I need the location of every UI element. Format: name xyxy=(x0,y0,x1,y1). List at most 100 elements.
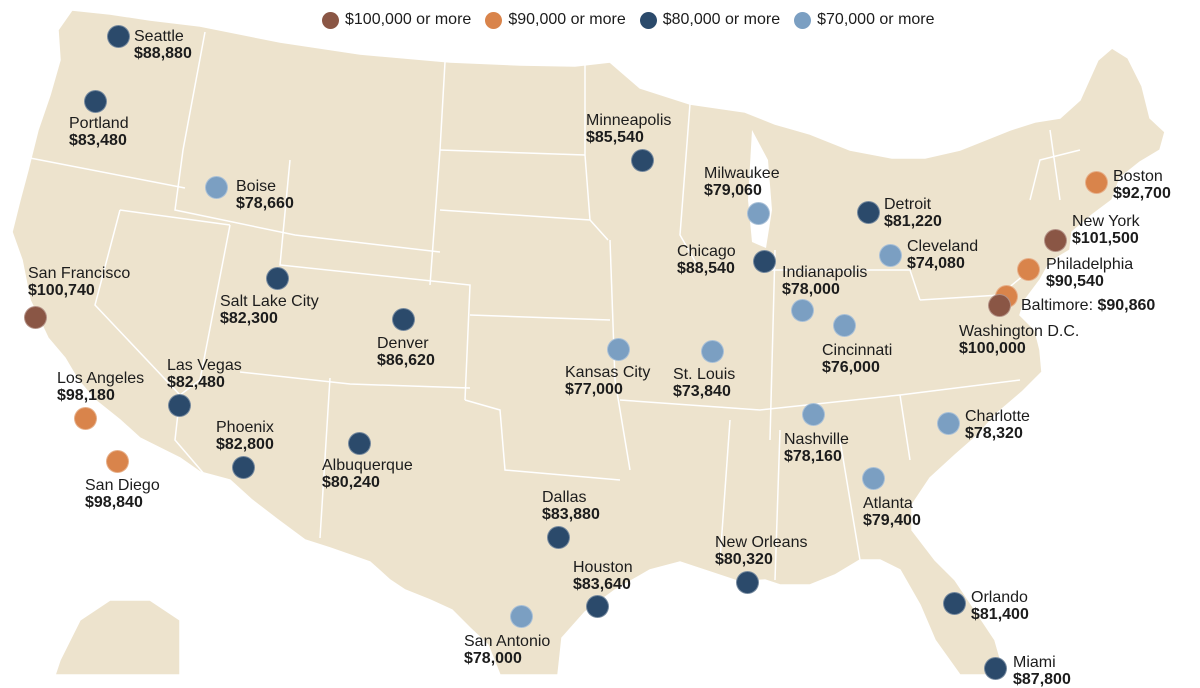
city-name: Portland xyxy=(69,115,129,132)
city-salary: $77,000 xyxy=(565,381,623,398)
legend-swatch-orange xyxy=(485,11,503,29)
city-salary: $82,480 xyxy=(167,374,225,391)
city-marker xyxy=(204,175,228,199)
city-marker xyxy=(546,525,570,549)
legend-swatch-navy xyxy=(639,11,657,29)
legend-swatch-lightblue xyxy=(794,11,812,29)
city-salary: $80,320 xyxy=(715,551,773,568)
city-marker xyxy=(83,89,107,113)
city-marker xyxy=(832,313,856,337)
city-name: Albuquerque xyxy=(322,457,413,474)
city-name: Salt Lake City xyxy=(220,293,319,310)
legend-swatch-brown xyxy=(322,11,339,29)
legend-label: $70,000 or more xyxy=(817,11,935,28)
city-marker xyxy=(391,307,415,331)
legend-label: $80,000 or more xyxy=(662,11,781,28)
city-salary: $83,640 xyxy=(573,576,631,593)
city-name: Cleveland xyxy=(907,238,979,255)
city-name: Charlotte xyxy=(965,408,1030,425)
city-name: Nashville xyxy=(784,431,849,448)
city-salary: $88,880 xyxy=(134,45,192,62)
city-label: Boston $92,700 xyxy=(1113,168,1171,202)
city-marker xyxy=(878,243,902,267)
city-label: San Francisco $100,740 xyxy=(28,265,130,299)
city-salary: $100,000 xyxy=(959,340,1026,357)
city-label: Nashville $78,160 xyxy=(784,431,849,465)
city-name: Boise xyxy=(236,178,277,195)
city-label: Los Angeles $98,180 xyxy=(57,370,144,404)
city-marker xyxy=(73,406,97,430)
city-name: San Antonio xyxy=(464,633,551,650)
city-salary: $101,500 xyxy=(1072,230,1139,247)
city-marker xyxy=(106,24,130,48)
city-marker xyxy=(585,594,609,618)
city-name: San Francisco xyxy=(28,265,131,282)
city-marker xyxy=(735,570,759,594)
city-name: Baltimore: xyxy=(1021,297,1094,314)
city-salary: $81,220 xyxy=(884,213,942,230)
city-salary: $78,000 xyxy=(782,281,840,298)
city-marker xyxy=(23,305,47,329)
city-name: Chicago xyxy=(677,243,736,260)
city-salary: $78,000 xyxy=(464,650,522,667)
city-salary: $79,060 xyxy=(704,182,762,199)
city-name: Philadelphia xyxy=(1046,256,1134,273)
city-name: Dallas xyxy=(542,489,587,506)
city-label: Las Vegas $82,480 xyxy=(167,357,242,391)
city-salary: $90,540 xyxy=(1046,273,1104,290)
us-landmass xyxy=(11,9,1166,675)
city-salary: $80,240 xyxy=(322,474,380,491)
city-marker xyxy=(231,455,255,479)
city-marker xyxy=(265,266,289,290)
city-marker xyxy=(746,201,770,225)
city-salary: $85,540 xyxy=(586,129,644,146)
legend-item-70k: $70,000 or more xyxy=(794,11,935,29)
city-label: Cleveland $74,080 xyxy=(907,238,978,272)
city-name: New Orleans xyxy=(715,534,808,551)
city-name: St. Louis xyxy=(673,366,736,383)
city-label: Dallas $83,880 xyxy=(542,489,600,523)
city-marker xyxy=(167,393,191,417)
city-label: San Antonio $78,000 xyxy=(464,633,550,667)
city-name: Phoenix xyxy=(216,419,274,436)
city-marker xyxy=(630,148,654,172)
city-label: Phoenix $82,800 xyxy=(216,419,274,453)
city-marker xyxy=(936,411,960,435)
city-name: Indianapolis xyxy=(782,264,868,281)
city-label: Baltimore: $90,860 xyxy=(1021,297,1155,314)
city-label: Detroit $81,220 xyxy=(884,196,942,230)
city-label: Denver $86,620 xyxy=(377,335,435,369)
city-name: Washington D.C. xyxy=(959,323,1080,340)
city-salary: $90,860 xyxy=(1093,297,1156,314)
city-name: San Diego xyxy=(85,477,160,494)
city-salary: $100,740 xyxy=(28,282,95,299)
city-salary: $74,080 xyxy=(907,255,965,272)
legend-item-80k: $80,000 or more xyxy=(639,11,781,29)
city-marker xyxy=(856,200,880,224)
city-label: Charlotte $78,320 xyxy=(965,408,1030,442)
city-label: Cincinnati $76,000 xyxy=(822,342,892,376)
city-label: Minneapolis $85,540 xyxy=(586,112,671,146)
legend-item-90k: $90,000 or more xyxy=(485,11,626,29)
city-name: Kansas City xyxy=(565,364,651,381)
city-marker xyxy=(987,293,1011,317)
alaska-landmass xyxy=(54,599,181,675)
city-marker xyxy=(942,591,966,615)
city-label: Washington D.C. $100,000 xyxy=(959,323,1079,357)
city-label: Portland $83,480 xyxy=(69,115,129,149)
city-salary: $86,620 xyxy=(377,352,435,369)
city-label: San Diego $98,840 xyxy=(85,477,160,511)
city-salary: $92,700 xyxy=(1113,185,1171,202)
city-label: Seattle $88,880 xyxy=(134,28,192,62)
city-label: Kansas City $77,000 xyxy=(565,364,650,398)
city-label: St. Louis $73,840 xyxy=(673,366,735,400)
city-salary: $78,320 xyxy=(965,425,1023,442)
city-marker xyxy=(790,298,814,322)
city-name: Milwaukee xyxy=(704,165,780,182)
city-salary: $76,000 xyxy=(822,359,880,376)
city-name: New York xyxy=(1072,213,1140,230)
city-salary: $82,800 xyxy=(216,436,274,453)
city-salary: $88,540 xyxy=(677,260,735,277)
city-marker xyxy=(347,431,371,455)
city-marker xyxy=(1016,257,1040,281)
